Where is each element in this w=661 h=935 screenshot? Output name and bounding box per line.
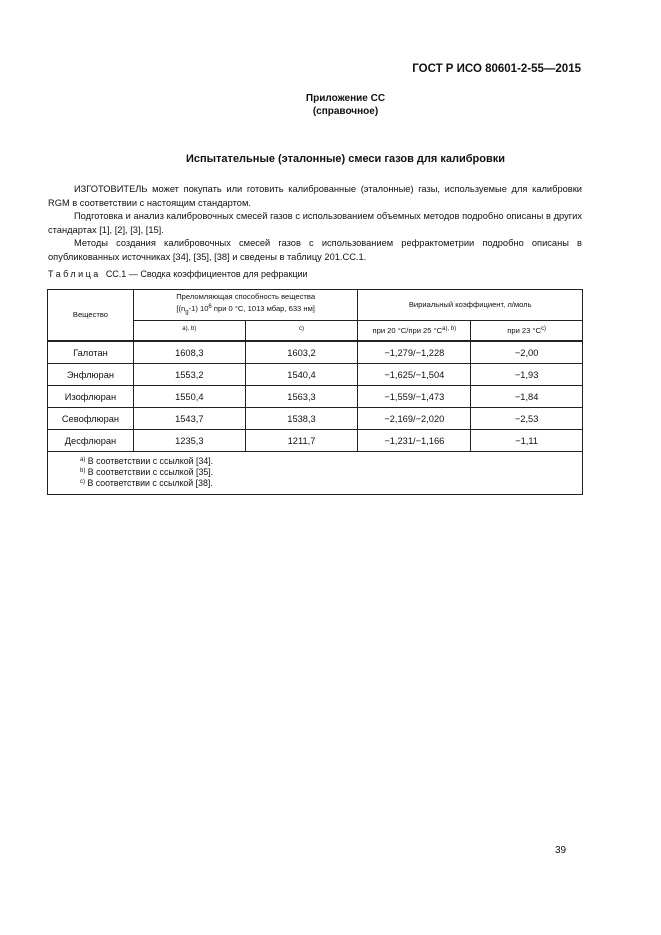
table-cell: 1553,2 [132,363,246,386]
table-row: Десфлюран 1235,3 1211,7 −1,231/−1,166 −1,11 [47,429,583,452]
section-title: Испытательные (эталонные) смеси газов дл… [185,153,506,165]
table-row: Изофлюран 1550,4 1563,3 −1,559/−1,473 −1,84 [47,385,583,408]
header-virial: Вириальный коэффициент, л/моль [357,289,583,321]
paragraph: Подготовка и анализ калибровочных смесей… [48,211,582,235]
table-cell: 1235,3 [132,429,246,452]
table-cell: −1,625/−1,504 [357,363,472,386]
table-row: Галотан 1608,3 1603,2 −1,279/−1,228 −2,00 [47,340,583,364]
table-footnotes: a) В соответствии с ссылкой [34]. b) В с… [47,451,583,495]
table-cell: −2,00 [470,340,583,364]
header-substance: Вещество [47,289,134,342]
footnote: a) В соответствии с ссылкой [34]. [80,456,214,466]
appendix-heading: Приложение СС (справочное) [0,92,661,118]
subheader-virial-20-25: при 20 °C/при 25 °Ca), b) [357,320,472,342]
table-row: Севофлюран 1543,7 1538,3 −2,169/−2,020 −2,53 [47,407,583,430]
table-row: Энфлюран 1553,2 1540,4 −1,625/−1,504 −1,93 [47,363,583,386]
subheader-ab: a), b) [132,320,246,342]
appendix-subtitle: (справочное) [312,106,379,117]
document-id: ГОСТ Р ИСО 80601-2-55—2015 [412,63,581,75]
table-cell: 1538,3 [244,407,359,430]
paragraph: ИЗГОТОВИТЕЛЬ может покупать или готовить… [48,184,582,208]
subheader-c: c) [244,320,359,342]
table-cell: −1,279/−1,228 [357,340,472,364]
subheader-virial-23: при 23 °Cc) [470,320,583,342]
table-cell: Севофлюран [47,407,134,430]
header-refractivity: Преломляющая способность вещества [(ng-1)… [132,289,359,321]
table-cell: 1211,7 [244,429,359,452]
table-cell: 1540,4 [244,363,359,386]
table-cell: −1,93 [470,363,583,386]
table-cell: −2,53 [470,407,583,430]
table-cell: −2,169/−2,020 [357,407,472,430]
header-refractivity-line2: [(ng-1) 106 при 0 °C, 1013 мбар, 633 нм] [176,304,315,316]
table-cell: 1550,4 [132,385,246,408]
refraction-table: Вещество Преломляющая способность вещест… [47,289,583,495]
table-cell: 1543,7 [132,407,246,430]
caption-text: СС.1 — Сводка коэффициентов для рефракци… [105,269,308,279]
table-cell: Изофлюран [47,385,134,408]
table-cell: −1,84 [470,385,583,408]
table-cell: 1563,3 [244,385,359,408]
table-cell: −1,11 [470,429,583,452]
table-cell: −1,231/−1,166 [357,429,472,452]
caption-prefix: Таблица [48,269,101,279]
paragraph: Методы создания калибровочных смесей газ… [48,238,582,262]
table-cell: Галотан [47,340,134,364]
appendix-title: Приложение СС [305,93,386,104]
table-cell: 1603,2 [244,340,359,364]
table-cell: Десфлюран [47,429,134,452]
table-cell: Энфлюран [47,363,134,386]
table-cell: −1,559/−1,473 [357,385,472,408]
footnote: c) В соответствии с ссылкой [38]. [80,478,213,488]
footnote: b) В соответствии с ссылкой [35]. [80,467,214,477]
table-caption: Таблица СС.1 — Сводка коэффициентов для … [48,269,308,279]
page-number: 39 [555,845,567,856]
header-refractivity-line1: Преломляющая способность вещества [176,292,316,302]
table-cell: 1608,3 [132,340,246,364]
